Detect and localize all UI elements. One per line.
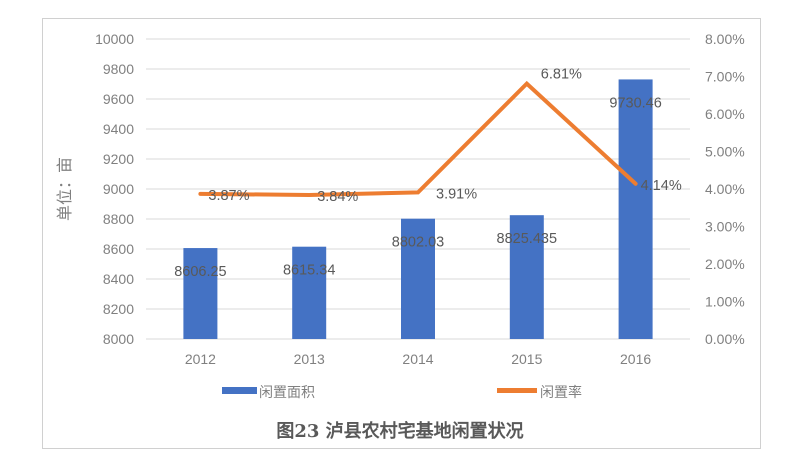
y-tick-label: 8600 <box>103 241 134 257</box>
y2-tick-label: 1.00% <box>705 294 745 310</box>
y-tick-label: 10000 <box>95 31 134 47</box>
y-tick-label: 8800 <box>103 211 134 227</box>
y-tick-label: 9200 <box>103 151 134 167</box>
line-data-labels: 3.87% 3.84% 3.91% 6.81% 4.14% <box>208 67 681 205</box>
bar-data-label: 8802.03 <box>392 235 444 251</box>
line-data-label: 6.81% <box>541 67 582 83</box>
right-axis-ticks: 8.00% 7.00% 6.00% 5.00% 4.00% 3.00% 2.00% 1.00%… <box>705 31 745 347</box>
x-tick-label: 2013 <box>294 351 325 367</box>
legend-line-swatch <box>497 388 537 393</box>
line-series-idle-rate <box>198 80 638 198</box>
y2-tick-label: 7.00% <box>705 69 745 85</box>
y2-tick-label: 8.00% <box>705 31 745 47</box>
x-axis-ticks: 2012 2013 2014 2015 2016 <box>185 351 652 367</box>
y-tick-label: 8000 <box>103 331 134 347</box>
x-tick-label: 2012 <box>185 351 216 367</box>
bar-series-idle-area <box>183 79 653 339</box>
legend-bar-swatch <box>222 387 257 394</box>
y2-tick-label: 0.00% <box>705 331 745 347</box>
y-axis-title: 单位：亩 <box>55 157 74 221</box>
y2-tick-label: 6.00% <box>705 106 745 122</box>
bar <box>618 79 653 339</box>
bar-data-label: 8615.34 <box>283 263 335 279</box>
x-tick-label: 2015 <box>511 351 542 367</box>
line-data-label: 3.84% <box>317 189 358 205</box>
y-tick-label: 9600 <box>103 91 134 107</box>
legend: 闲置面积 闲置率 <box>222 384 582 401</box>
y2-tick-label: 3.00% <box>705 219 745 235</box>
bar-data-label: 9730.46 <box>609 95 661 111</box>
legend-line-label: 闲置率 <box>540 384 582 401</box>
y-tick-label: 8200 <box>103 301 134 317</box>
x-tick-label: 2014 <box>402 351 433 367</box>
bar <box>401 218 435 339</box>
line-data-label: 4.14% <box>641 178 682 194</box>
bar <box>509 215 544 339</box>
bar <box>292 246 327 339</box>
bar-data-label: 8825.435 <box>497 231 557 247</box>
bar-data-labels: 8606.25 8615.34 8802.03 8825.435 9730.46 <box>174 95 662 280</box>
y2-tick-label: 5.00% <box>705 144 745 160</box>
bar <box>183 248 218 339</box>
y-tick-label: 9800 <box>103 61 134 77</box>
left-axis-ticks: 10000 9800 9600 9400 9200 9000 8800 8600 8400 820… <box>95 31 134 347</box>
y-tick-label: 9400 <box>103 121 134 137</box>
figure-caption: 图23 泸县农村宅基地闲置状况 <box>276 420 523 442</box>
line-data-label: 3.91% <box>436 186 477 202</box>
y2-tick-label: 4.00% <box>705 181 745 197</box>
y-tick-label: 9000 <box>103 181 134 197</box>
line-data-label: 3.87% <box>208 188 249 204</box>
y2-tick-label: 2.00% <box>705 256 745 272</box>
rate-line <box>198 80 638 198</box>
y-tick-label: 8400 <box>103 271 134 287</box>
x-tick-label: 2016 <box>620 351 651 367</box>
bar-data-label: 8606.25 <box>174 264 226 280</box>
legend-bar-label: 闲置面积 <box>259 385 315 401</box>
